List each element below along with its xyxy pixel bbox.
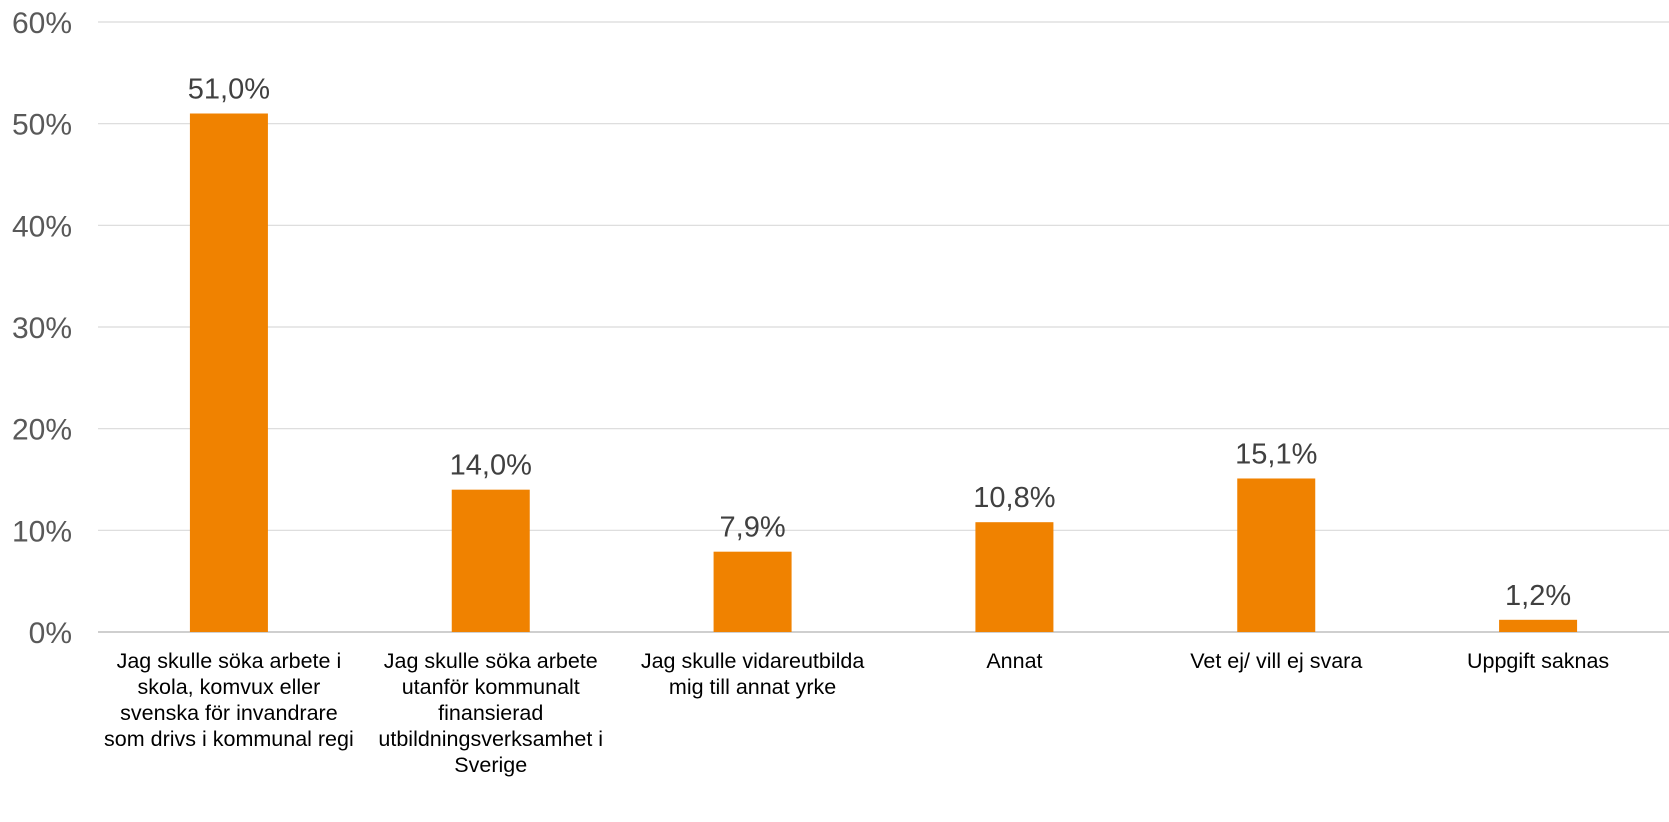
bar <box>975 522 1054 632</box>
y-tick-label: 30% <box>12 312 72 345</box>
y-tick-label: 0% <box>29 617 72 650</box>
data-label: 15,1% <box>1235 438 1317 470</box>
y-tick-label: 40% <box>12 210 72 243</box>
data-label: 10,8% <box>973 482 1055 514</box>
bar <box>713 551 792 632</box>
data-label: 51,0% <box>188 74 270 106</box>
data-label: 14,0% <box>450 450 532 482</box>
bar <box>1237 478 1316 632</box>
y-tick-label: 10% <box>12 515 72 548</box>
y-tick-label: 60% <box>12 7 72 40</box>
y-tick-label: 20% <box>12 414 72 447</box>
bar <box>189 113 268 632</box>
bar <box>451 489 530 632</box>
y-axis-tick-labels: 0% 10% 20% 30% 40% 50% 60% <box>12 7 72 650</box>
data-labels: 51,0% 14,0% 7,9% 10,8% 15,1% 1,2% <box>188 74 1571 612</box>
data-label: 1,2% <box>1505 580 1571 612</box>
y-tick-label: 50% <box>12 109 72 142</box>
gridlines <box>98 21 1669 633</box>
bars <box>189 113 1578 632</box>
bar <box>1499 619 1578 632</box>
data-label: 7,9% <box>720 512 786 544</box>
